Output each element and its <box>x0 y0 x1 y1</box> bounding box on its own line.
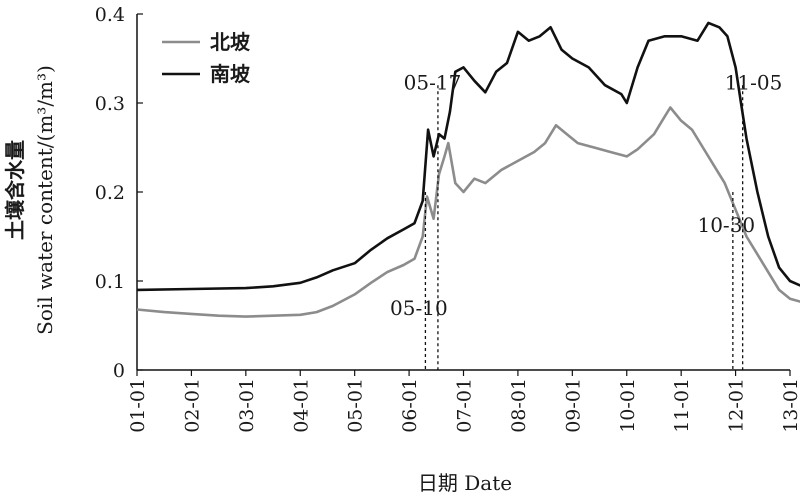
y-axis-title-cn: 土壤含水量 <box>3 140 27 240</box>
x-tick-label: 01-01 <box>127 378 149 433</box>
y-tick-label: 0.1 <box>95 271 125 293</box>
axes-layer: 0 0.1 0.2 0.3 0.4 01-01 02-01 03-01 04-01 05-01 06… <box>95 4 800 433</box>
legend-label: 北坡 <box>210 30 251 54</box>
y-tick-label: 0.4 <box>95 4 125 26</box>
y-tick-label: 0.3 <box>95 93 125 115</box>
annotation-label: 11-05 <box>725 71 783 95</box>
series-line-south-slope <box>136 21 800 292</box>
x-tick-label: 12-01 <box>726 378 748 433</box>
annotation-layer: 05-10 05-17 10-30 11-05 <box>390 71 782 370</box>
legend-label: 南坡 <box>210 62 251 86</box>
x-tick-label: 10-01 <box>617 378 639 433</box>
x-tick-label: 09-01 <box>562 378 584 433</box>
annotation-label: 05-17 <box>404 71 462 95</box>
x-tick-label: 06-01 <box>399 378 421 433</box>
x-axis-title: 日期 Date <box>418 471 512 495</box>
annotation-label: 10-30 <box>697 213 755 237</box>
x-tick-label: 11-01 <box>671 378 693 433</box>
y-tick-label: 0 <box>113 360 125 382</box>
x-tick-label: 05-01 <box>345 378 367 433</box>
x-tick-label: 13-01 <box>780 378 800 433</box>
series-line-north-slope <box>136 106 800 318</box>
x-tick-label: 08-01 <box>508 378 530 433</box>
annotation-label: 05-10 <box>390 296 448 320</box>
y-axis-title-en: Soil water content/(m³/m³) <box>33 65 57 335</box>
y-tick-label: 0.2 <box>95 182 125 204</box>
x-tick-label: 07-01 <box>454 378 476 433</box>
x-tick-label: 02-01 <box>181 378 203 433</box>
series-layer <box>136 21 800 318</box>
x-tick-label: 04-01 <box>290 378 312 433</box>
x-tick-label: 03-01 <box>236 378 258 433</box>
